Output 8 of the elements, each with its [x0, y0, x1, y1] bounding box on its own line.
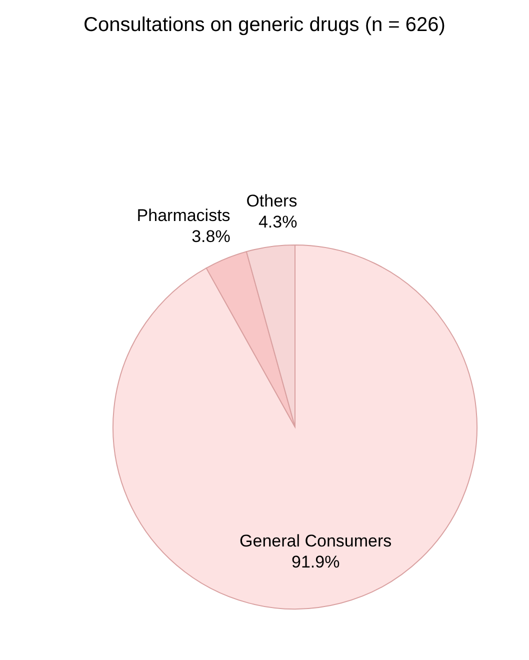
- chart-title: Consultations on generic drugs (n = 626): [82, 14, 446, 38]
- data-label: 3.8%: [192, 226, 230, 246]
- slice-label: Pharmacists: [136, 206, 230, 225]
- slice-label: Others: [246, 192, 298, 211]
- data-label: 91.9%: [292, 552, 340, 572]
- data-label: 4.3%: [258, 212, 298, 232]
- pie-slice: [112, 244, 478, 610]
- slice-label: General Consumers: [240, 531, 392, 550]
